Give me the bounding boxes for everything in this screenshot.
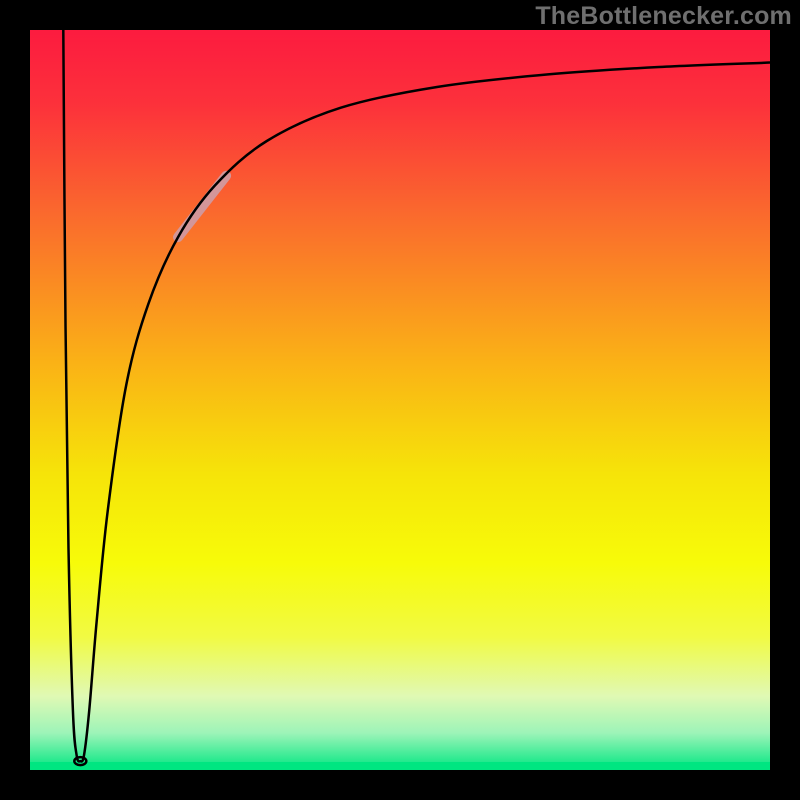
chart-svg xyxy=(0,0,800,800)
bottom-green-band xyxy=(30,762,770,770)
bottleneck-chart: TheBottlenecker.com xyxy=(0,0,800,800)
watermark-label: TheBottlenecker.com xyxy=(535,2,792,31)
gradient-background xyxy=(30,30,770,770)
